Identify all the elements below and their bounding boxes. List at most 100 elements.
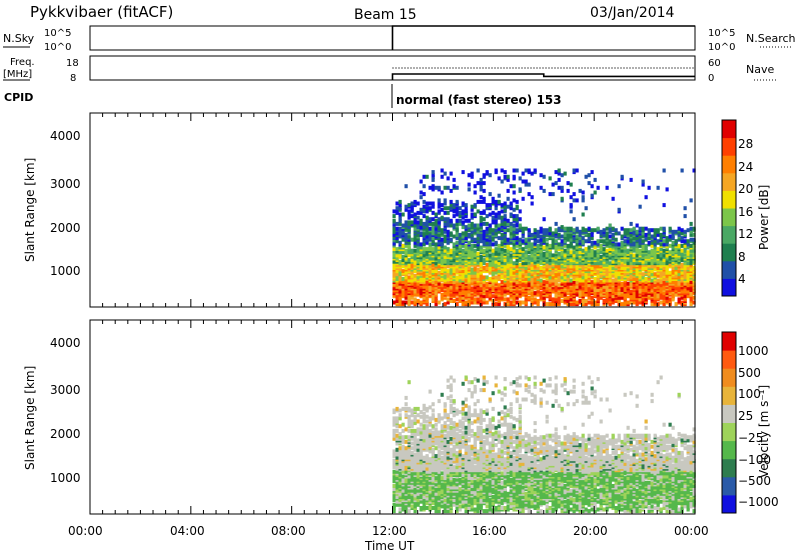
power-cell bbox=[575, 234, 579, 239]
power-cell bbox=[614, 242, 618, 247]
velocity-cell bbox=[431, 441, 435, 446]
power-cell bbox=[440, 240, 444, 245]
power-colorbar-swatch bbox=[722, 243, 736, 262]
power-cell bbox=[518, 272, 522, 277]
power-cell bbox=[422, 273, 426, 278]
power-cell bbox=[593, 286, 597, 291]
power-y-tick-4000: 4000 bbox=[50, 129, 81, 143]
velocity-cell bbox=[401, 435, 405, 440]
power-cell bbox=[446, 283, 450, 288]
velocity-cell bbox=[410, 484, 414, 488]
power-cell bbox=[653, 248, 657, 253]
power-cell bbox=[662, 168, 666, 173]
power-cell bbox=[542, 237, 546, 242]
velocity-cell bbox=[404, 506, 408, 510]
power-cell bbox=[455, 226, 459, 231]
power-cell bbox=[482, 300, 486, 305]
power-cell bbox=[392, 226, 396, 231]
power-cell bbox=[419, 300, 423, 305]
power-cell bbox=[434, 280, 438, 285]
power-cell bbox=[425, 254, 429, 259]
power-cell bbox=[479, 261, 483, 266]
power-cell bbox=[533, 248, 537, 253]
power-cell bbox=[407, 220, 411, 225]
power-cell bbox=[515, 228, 519, 233]
velocity-cell bbox=[401, 406, 405, 411]
velocity-cell bbox=[392, 428, 396, 433]
velocity-cell bbox=[401, 469, 405, 474]
power-cell bbox=[548, 270, 552, 275]
power-cell bbox=[626, 292, 630, 297]
power-cell bbox=[620, 240, 624, 245]
power-cell bbox=[614, 248, 618, 253]
power-cell bbox=[395, 231, 399, 236]
velocity-cell bbox=[419, 452, 423, 457]
velocity-cell bbox=[425, 424, 429, 429]
power-cell bbox=[506, 254, 510, 259]
power-cell bbox=[593, 240, 597, 245]
power-cell bbox=[485, 170, 489, 175]
power-cell bbox=[398, 232, 402, 237]
power-cell bbox=[581, 281, 585, 286]
power-cell bbox=[689, 280, 693, 285]
power-cell bbox=[428, 256, 432, 261]
power-cell bbox=[479, 218, 483, 223]
power-cell bbox=[452, 266, 456, 270]
power-cbar-tick-16: 16 bbox=[738, 205, 753, 219]
power-cell bbox=[521, 300, 525, 305]
power-cell bbox=[440, 203, 444, 208]
nave-label: Nave bbox=[746, 63, 774, 76]
power-cell bbox=[518, 240, 522, 245]
power-cell bbox=[395, 201, 399, 206]
power-cell bbox=[494, 240, 498, 245]
velocity-cell bbox=[437, 477, 441, 482]
power-cell bbox=[596, 273, 600, 278]
power-cell bbox=[422, 247, 426, 252]
power-cell bbox=[536, 266, 540, 270]
power-cell bbox=[584, 292, 588, 297]
power-cell bbox=[521, 288, 525, 292]
velocity-cell bbox=[419, 439, 423, 444]
power-cell bbox=[611, 278, 615, 283]
power-cell bbox=[407, 234, 411, 239]
velocity-cell bbox=[434, 422, 438, 427]
power-cell bbox=[485, 214, 489, 219]
power-cell bbox=[392, 300, 396, 305]
power-cell bbox=[479, 199, 483, 204]
power-cell bbox=[548, 295, 552, 300]
power-cell bbox=[461, 170, 465, 175]
power-colorbar-swatch bbox=[722, 208, 736, 227]
power-cell bbox=[623, 266, 627, 270]
velocity-cell bbox=[392, 419, 396, 424]
power-cell bbox=[614, 277, 618, 281]
power-cell bbox=[467, 240, 471, 245]
power-cell bbox=[419, 221, 423, 226]
velocity-cell bbox=[422, 432, 426, 437]
power-cell bbox=[395, 226, 399, 231]
velocity-cell bbox=[437, 468, 441, 473]
power-cell bbox=[491, 248, 495, 253]
power-cell bbox=[416, 248, 420, 253]
power-cell bbox=[425, 280, 429, 285]
power-cell bbox=[674, 266, 678, 270]
power-cell bbox=[650, 272, 654, 277]
power-cell bbox=[608, 283, 612, 288]
power-cell bbox=[479, 239, 483, 244]
nsearch-tick-high: 10^5 bbox=[708, 28, 735, 39]
power-cell bbox=[551, 239, 555, 244]
power-cell bbox=[440, 258, 444, 263]
power-cell bbox=[413, 273, 417, 278]
power-cell bbox=[473, 251, 477, 256]
power-cell bbox=[524, 283, 528, 288]
power-cell bbox=[518, 237, 522, 242]
power-cell bbox=[548, 243, 552, 248]
power-cell bbox=[491, 237, 495, 242]
power-cell bbox=[680, 289, 684, 294]
velocity-cell bbox=[407, 417, 411, 422]
power-cell bbox=[686, 250, 690, 255]
velocity-cell bbox=[413, 428, 417, 433]
power-cell bbox=[434, 256, 438, 261]
power-cell bbox=[608, 226, 612, 231]
power-cell bbox=[446, 297, 450, 302]
power-cell bbox=[662, 248, 666, 253]
